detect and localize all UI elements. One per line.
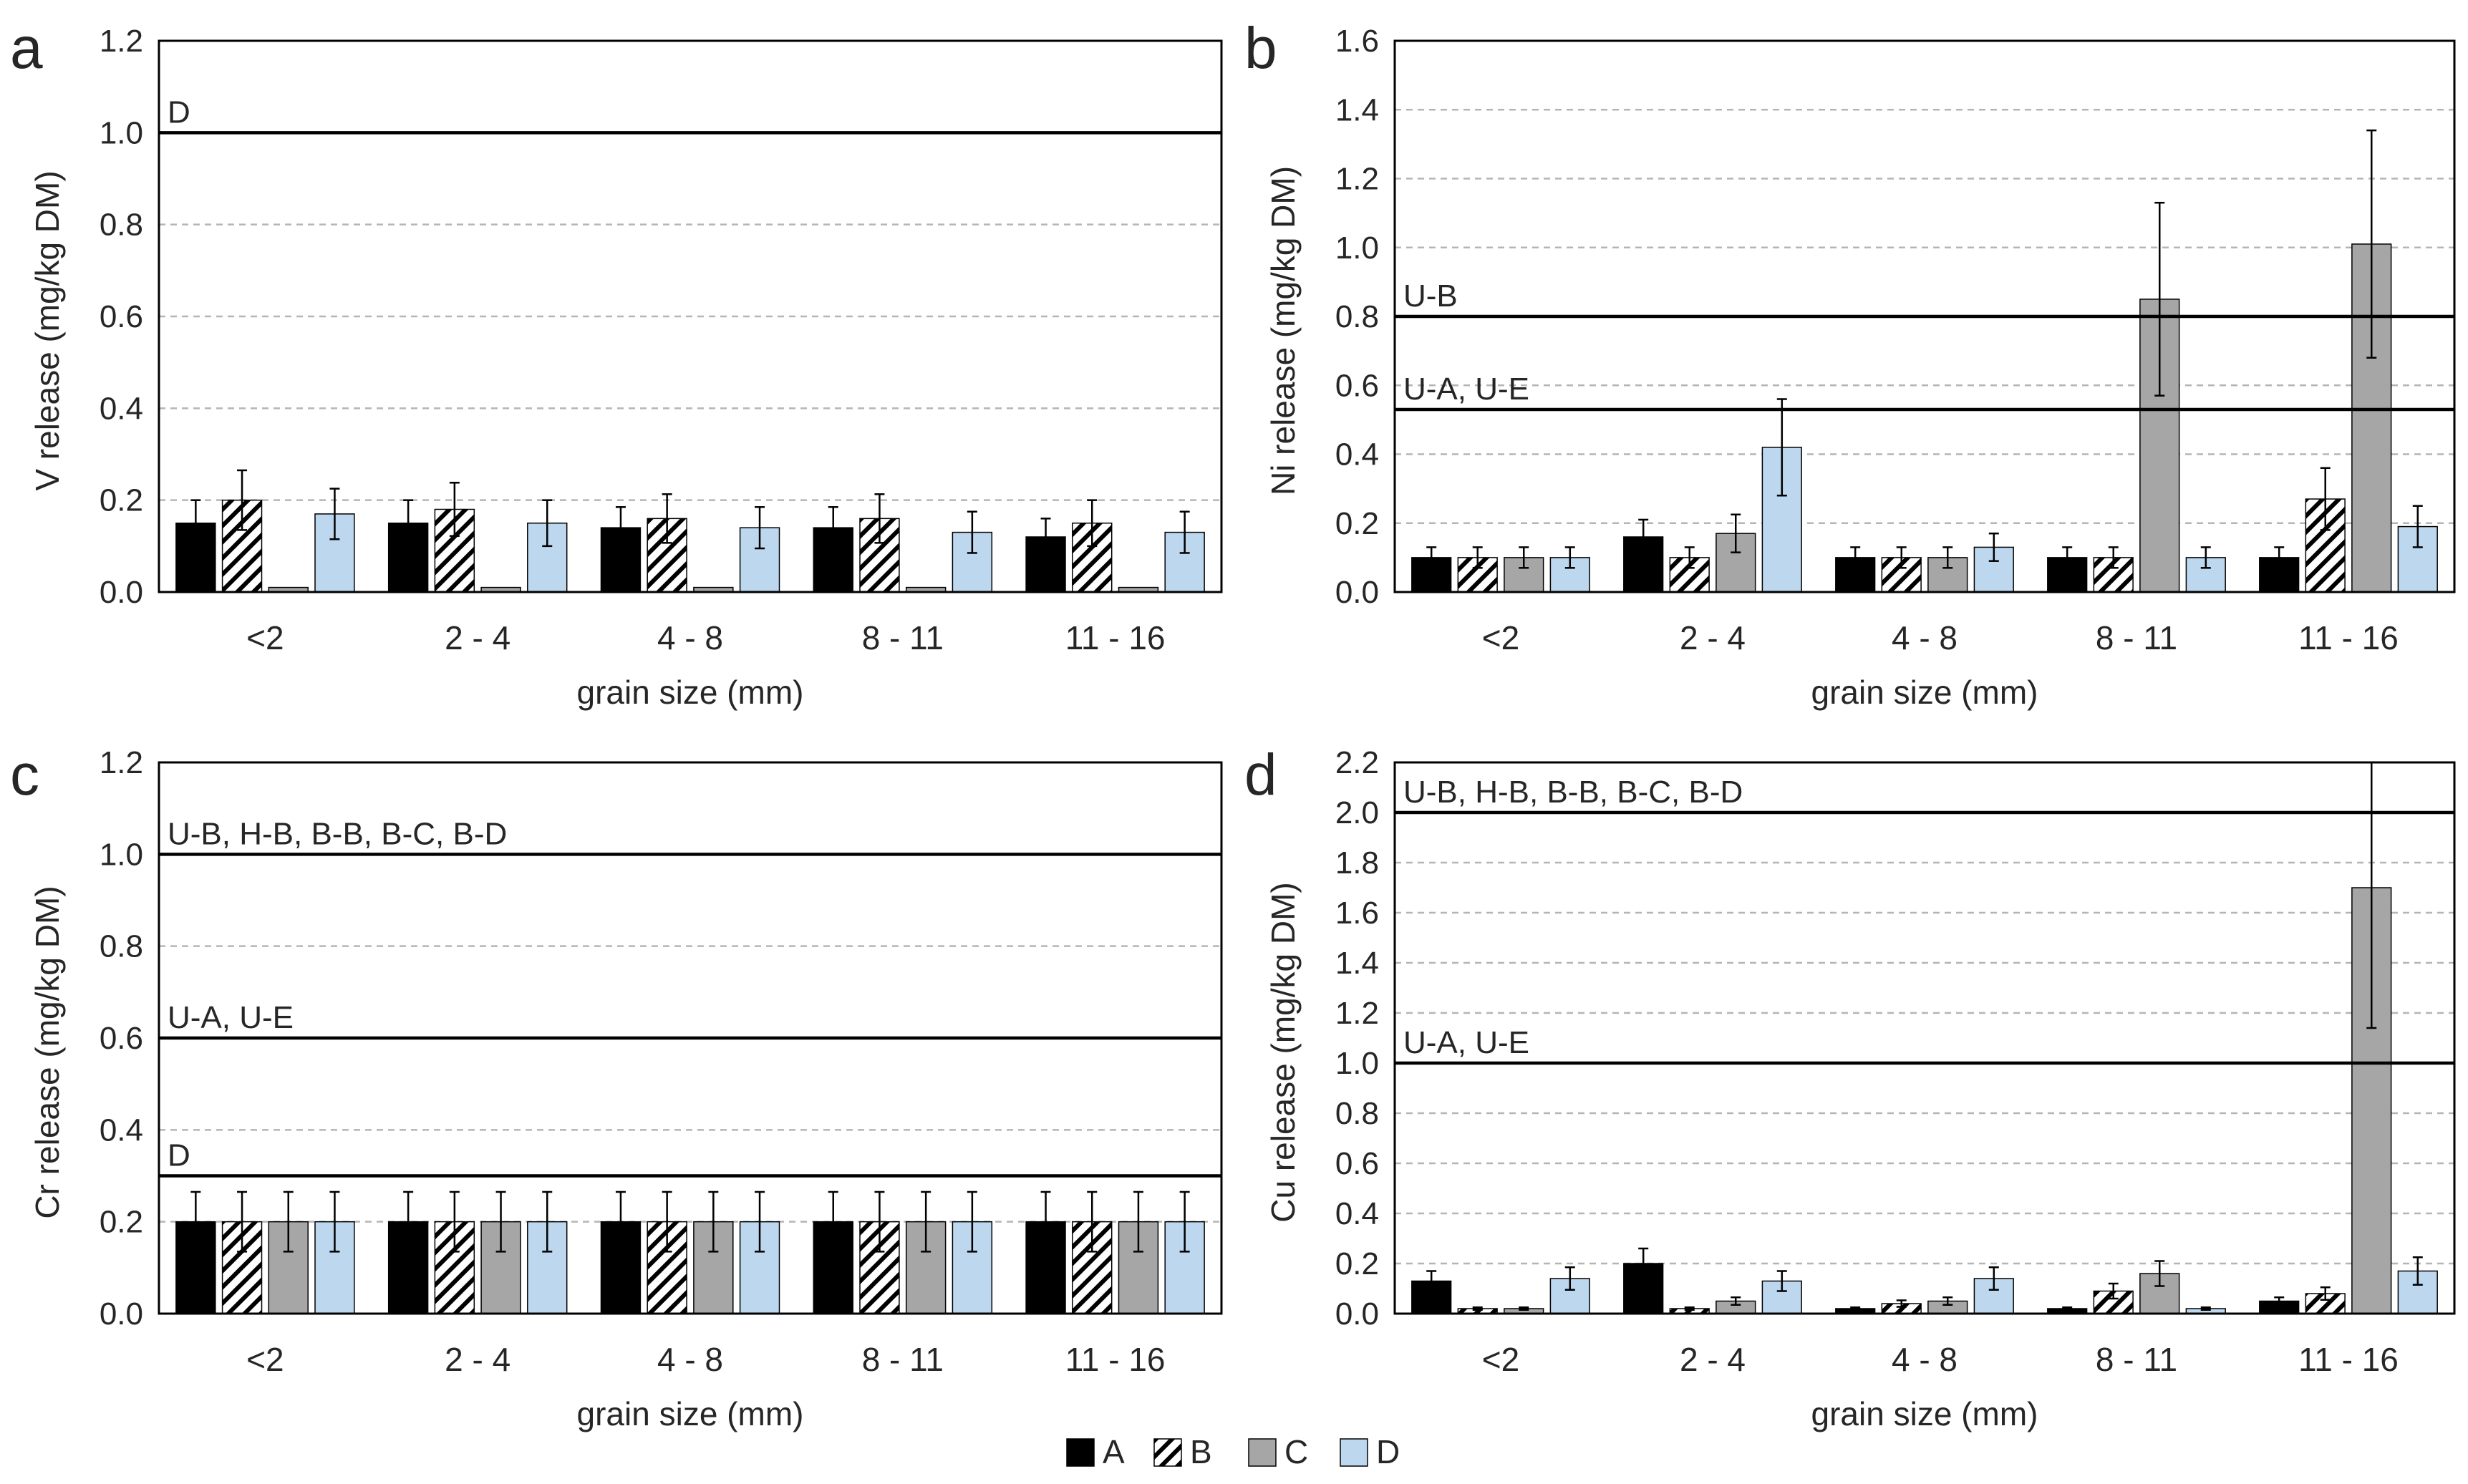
plot-frame [158, 761, 1223, 1315]
x-axis-label: grain size (mm) [577, 674, 804, 711]
x-tick-label: 2 - 4 [445, 1341, 510, 1378]
x-tick-label: 8 - 11 [2096, 1341, 2177, 1378]
threshold-label: D [168, 94, 190, 130]
plot-frame [158, 39, 1223, 593]
x-tick-label: <2 [1482, 619, 1519, 656]
x-tick-label: 11 - 16 [2298, 1341, 2399, 1378]
panel-label: c [10, 742, 39, 808]
y-tick-label: 1.2 [1335, 996, 1379, 1031]
y-tick-label: 0.6 [100, 1021, 143, 1056]
x-tick-label: 4 - 8 [1892, 1341, 1958, 1378]
y-tick-label: 1.4 [1335, 946, 1379, 981]
y-tick-label: 0.8 [1335, 299, 1379, 334]
y-tick-label: 0.6 [1335, 368, 1379, 403]
x-tick-label: 2 - 4 [445, 619, 510, 656]
bar-B-1 [434, 508, 475, 593]
threshold-label: U-B, H-B, B-B, B-C, B-D [168, 816, 507, 851]
y-tick-label: 0.6 [1335, 1146, 1379, 1181]
panel-label: d [1244, 742, 1277, 808]
legend-swatch-C [1248, 1438, 1277, 1467]
x-tick-label: 11 - 16 [1065, 619, 1166, 656]
y-tick-label: 1.0 [1335, 1046, 1379, 1081]
panel-label: a [10, 16, 43, 81]
legend-swatch-A [1066, 1438, 1095, 1467]
legend: A B C D [1066, 1433, 1400, 1470]
threshold-label: U-A, U-E [168, 1000, 294, 1035]
panel-c: 0.0 0.2 0.4 0.6 0.8 1.0 1.2 U-B, H-B, B-B, B-C,… [10, 742, 1223, 1432]
y-tick-label: 1.6 [1335, 896, 1379, 931]
x-axis-label: grain size (mm) [1811, 1395, 2038, 1432]
y-axis-label: Cr release (mg/kg DM) [29, 886, 66, 1218]
y-tick-label: 2.0 [1335, 795, 1379, 830]
y-tick-label: 1.4 [1335, 92, 1379, 127]
threshold-label: U-A, U-E [1403, 1025, 1529, 1060]
y-tick-label: 1.0 [100, 115, 143, 150]
y-tick-label: 0.4 [100, 391, 143, 426]
y-tick-label: 0.4 [1335, 1196, 1379, 1231]
y-tick-label: 1.8 [1335, 845, 1379, 881]
y-tick-label: 0.8 [100, 208, 143, 243]
y-tick-label: 1.2 [1335, 162, 1379, 197]
x-tick-label: 8 - 11 [2096, 619, 2177, 656]
y-tick-label: 0.0 [1335, 1296, 1379, 1332]
chart-panels: 0.0 0.2 0.4 0.6 0.8 1.0 1.2 D <2 2 - 4 4 - 8 8 - 11… [10, 16, 2456, 1432]
x-axis-label: grain size (mm) [577, 1395, 804, 1432]
y-tick-label: 0.2 [100, 1205, 143, 1240]
y-tick-label: 0.8 [100, 929, 143, 964]
y-tick-label: 0.8 [1335, 1096, 1379, 1131]
x-tick-label: 11 - 16 [2298, 619, 2399, 656]
bar-B-2 [1881, 557, 1922, 593]
y-tick-label: 0.4 [1335, 437, 1379, 472]
x-tick-label: <2 [246, 619, 284, 656]
threshold-label: U-A, U-E [1403, 372, 1529, 407]
x-tick-label: 8 - 11 [862, 1341, 944, 1378]
y-tick-label: 0.0 [100, 575, 143, 610]
bar-D-2 [1973, 546, 2014, 593]
x-tick-label: <2 [246, 1341, 284, 1378]
y-tick-label: 0.6 [100, 299, 143, 334]
y-tick-label: 2.2 [1335, 745, 1379, 780]
x-tick-label: <2 [1482, 1341, 1519, 1378]
plot-frame [1393, 761, 2456, 1315]
legend-label-C: C [1284, 1433, 1308, 1470]
y-tick-label: 1.2 [100, 24, 143, 59]
x-tick-label: 4 - 8 [657, 619, 723, 656]
legend-swatch-B [1153, 1438, 1182, 1467]
y-tick-label: 0.0 [100, 1296, 143, 1332]
panel-label: b [1244, 16, 1277, 81]
y-axis-label: V release (mg/kg DM) [29, 170, 66, 490]
y-tick-label: 0.0 [1335, 575, 1379, 610]
x-tick-label: 4 - 8 [1892, 619, 1958, 656]
y-tick-label: 0.2 [1335, 1246, 1379, 1281]
y-axis-label: Cu release (mg/kg DM) [1264, 882, 1302, 1222]
panel-d: 0.0 0.2 0.4 0.6 0.8 1.0 1.2 1.4 1.6 1.8 2.0 2.2 U-B,… [1244, 742, 2456, 1432]
legend-swatch-D [1340, 1438, 1368, 1467]
panel-a: 0.0 0.2 0.4 0.6 0.8 1.0 1.2 D <2 2 - 4 4 - 8 8 - 11… [10, 16, 1223, 711]
y-tick-label: 0.4 [100, 1112, 143, 1148]
x-tick-label: 4 - 8 [657, 1341, 723, 1378]
x-tick-label: 2 - 4 [1680, 619, 1746, 656]
x-tick-label: 11 - 16 [1065, 1341, 1166, 1378]
panel-b: 0.0 0.2 0.4 0.6 0.8 1.0 1.2 1.4 1.6 U-B U-A, U-E <2… [1244, 16, 2456, 711]
plot-frame [1393, 39, 2456, 593]
legend-label-A: A [1103, 1433, 1125, 1470]
x-axis-label: grain size (mm) [1811, 674, 2038, 711]
threshold-label: U-B [1403, 278, 1458, 314]
legend-label-B: B [1190, 1433, 1212, 1470]
y-tick-label: 0.2 [1335, 506, 1379, 541]
y-tick-label: 0.2 [100, 483, 143, 518]
y-tick-label: 1.6 [1335, 24, 1379, 59]
x-tick-label: 2 - 4 [1680, 1341, 1746, 1378]
x-tick-label: 8 - 11 [862, 619, 944, 656]
threshold-label: U-B, H-B, B-B, B-C, B-D [1403, 775, 1743, 810]
y-tick-label: 1.0 [100, 837, 143, 872]
threshold-label: D [168, 1138, 190, 1173]
legend-label-D: D [1376, 1433, 1400, 1470]
y-tick-label: 1.2 [100, 745, 143, 780]
y-tick-label: 1.0 [1335, 231, 1379, 266]
y-axis-label: Ni release (mg/kg DM) [1264, 166, 1302, 495]
